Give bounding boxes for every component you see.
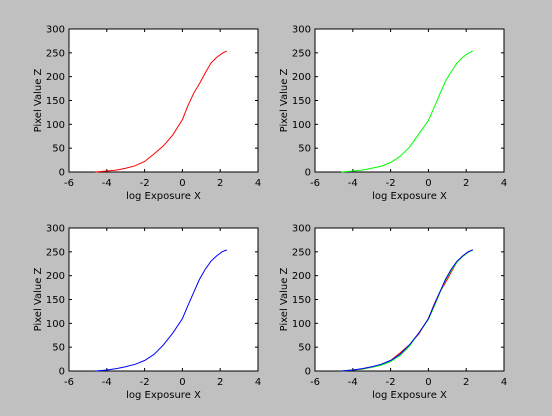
y-tick-label: 150 <box>292 96 311 107</box>
y-tick-label: 250 <box>46 48 65 59</box>
axes-box <box>314 28 505 173</box>
y-tick-label: 0 <box>305 168 311 179</box>
series-line <box>341 50 474 173</box>
x-tick-label: 4 <box>255 178 261 189</box>
subplot-1: -6 -4 -2 0 2 4 0 50 100 150 200 250 300 log Exposure … <box>33 25 261 203</box>
y-axis-label: Pixel Value Z <box>279 267 290 331</box>
x-tick-label: -4 <box>102 178 112 189</box>
x-tick-label: -2 <box>140 377 150 388</box>
axes-box <box>68 227 259 372</box>
series-line <box>95 249 227 372</box>
y-axis-label: Pixel Value Z <box>33 267 44 331</box>
y-tick-label: 100 <box>292 319 311 330</box>
x-axis-label: log Exposure X <box>126 390 201 401</box>
y-tick-label: 50 <box>298 343 311 354</box>
y-tick-label: 200 <box>46 72 65 83</box>
x-axis-label: log Exposure X <box>372 390 447 401</box>
y-tick-label: 200 <box>46 271 65 282</box>
axes-box <box>68 28 259 173</box>
y-axis-label: Pixel Value Z <box>33 68 44 132</box>
x-tick-label: 0 <box>425 377 431 388</box>
y-axis-label: Pixel Value Z <box>279 68 290 132</box>
x-tick-label: -2 <box>140 178 150 189</box>
x-tick-label: 4 <box>255 377 261 388</box>
x-tick-label: -6 <box>64 178 74 189</box>
y-tick-label: 150 <box>292 295 311 306</box>
x-tick-label: -6 <box>310 178 320 189</box>
y-tick-label: 200 <box>292 72 311 83</box>
x-tick-label: -2 <box>386 178 396 189</box>
y-tick-label: 250 <box>46 247 65 258</box>
x-tick-label: -2 <box>386 377 396 388</box>
y-tick-label: 100 <box>292 120 311 131</box>
y-tick-label: 300 <box>292 224 311 235</box>
x-tick-label: 2 <box>463 178 469 189</box>
y-tick-label: 50 <box>298 144 311 155</box>
y-tick-label: 150 <box>46 295 65 306</box>
x-axis-label: log Exposure X <box>372 191 447 202</box>
series-line <box>95 50 228 173</box>
y-tick-label: 150 <box>46 96 65 107</box>
y-tick-label: 100 <box>46 319 65 330</box>
x-tick-label: -4 <box>348 178 358 189</box>
x-tick-label: 4 <box>501 377 507 388</box>
y-tick-label: 50 <box>52 144 65 155</box>
y-tick-label: 0 <box>59 367 65 378</box>
x-axis-label: log Exposure X <box>126 191 201 202</box>
subplot-2: -6 -4 -2 0 2 4 0 50 100 150 200 250 300 log Exposure … <box>279 25 507 203</box>
x-tick-label: -4 <box>102 377 112 388</box>
x-tick-label: 2 <box>217 178 223 189</box>
y-tick-label: 0 <box>305 367 311 378</box>
y-tick-label: 250 <box>292 247 311 258</box>
x-tick-label: 2 <box>217 377 223 388</box>
x-tick-label: -6 <box>310 377 320 388</box>
y-tick-label: 300 <box>46 25 65 36</box>
y-tick-label: 100 <box>46 120 65 131</box>
y-tick-label: 50 <box>52 343 65 354</box>
x-tick-label: 0 <box>179 377 185 388</box>
subplot-3: -6 -4 -2 0 2 4 0 50 100 150 200 250 300 log Exposure … <box>33 224 261 402</box>
y-tick-label: 0 <box>59 168 65 179</box>
x-tick-label: 2 <box>463 377 469 388</box>
subplot-4: -6 -4 -2 0 2 4 0 50 100 150 200 250 300 log Exposure … <box>279 224 507 402</box>
x-tick-label: -4 <box>348 377 358 388</box>
y-tick-label: 200 <box>292 271 311 282</box>
y-tick-label: 300 <box>292 25 311 36</box>
axes-box <box>314 227 505 372</box>
x-tick-label: 0 <box>179 178 185 189</box>
x-tick-label: 4 <box>501 178 507 189</box>
y-tick-label: 300 <box>46 224 65 235</box>
x-tick-label: -6 <box>64 377 74 388</box>
x-tick-label: 0 <box>425 178 431 189</box>
series-line <box>341 249 473 372</box>
y-tick-label: 250 <box>292 48 311 59</box>
